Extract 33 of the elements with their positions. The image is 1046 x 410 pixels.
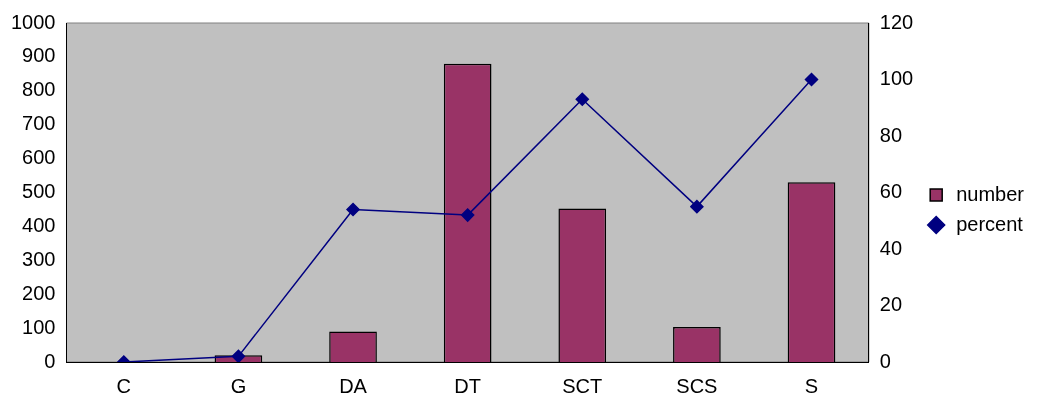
y2-tick-label: 20 bbox=[879, 293, 903, 316]
y-tick-label: 200 bbox=[22, 281, 56, 304]
x-tick-label: C bbox=[116, 374, 132, 397]
x-tick-label: SCS bbox=[676, 374, 718, 397]
point bbox=[690, 199, 704, 214]
x-tick-label: G bbox=[230, 374, 247, 397]
y-tick-label: 700 bbox=[22, 112, 56, 135]
point bbox=[460, 208, 475, 222]
point bbox=[804, 72, 819, 87]
y2-tick-label: 100 bbox=[879, 67, 914, 90]
y-tick-label: 800 bbox=[22, 78, 56, 101]
y-tick-label: 400 bbox=[22, 213, 56, 236]
y2-tick-label: 120 bbox=[879, 10, 914, 33]
y-tick-label: 100 bbox=[22, 315, 56, 338]
y2-tick-label: 80 bbox=[879, 123, 903, 146]
y-tick-label: 300 bbox=[22, 247, 56, 270]
x-tick-label: DA bbox=[339, 374, 368, 397]
point bbox=[575, 92, 590, 107]
x-tick-label: DT bbox=[454, 374, 481, 397]
x-tick-label: SCT bbox=[562, 374, 603, 397]
y2-tick-label: 0 bbox=[879, 349, 891, 372]
y2-tick-label: 60 bbox=[879, 180, 903, 203]
y-tick-label: 500 bbox=[22, 180, 56, 203]
point bbox=[231, 349, 246, 362]
legend-label: number bbox=[956, 182, 1025, 205]
legend-label: percent bbox=[956, 212, 1024, 235]
y-tick-label: 600 bbox=[22, 146, 56, 169]
point bbox=[346, 202, 360, 217]
y-tick-label: 0 bbox=[44, 349, 56, 372]
y-tick-label: 1000 bbox=[10, 10, 56, 33]
y-tick-label: 900 bbox=[22, 44, 56, 67]
x-tick-label: S bbox=[804, 374, 819, 397]
y2-tick-label: 40 bbox=[879, 236, 903, 259]
